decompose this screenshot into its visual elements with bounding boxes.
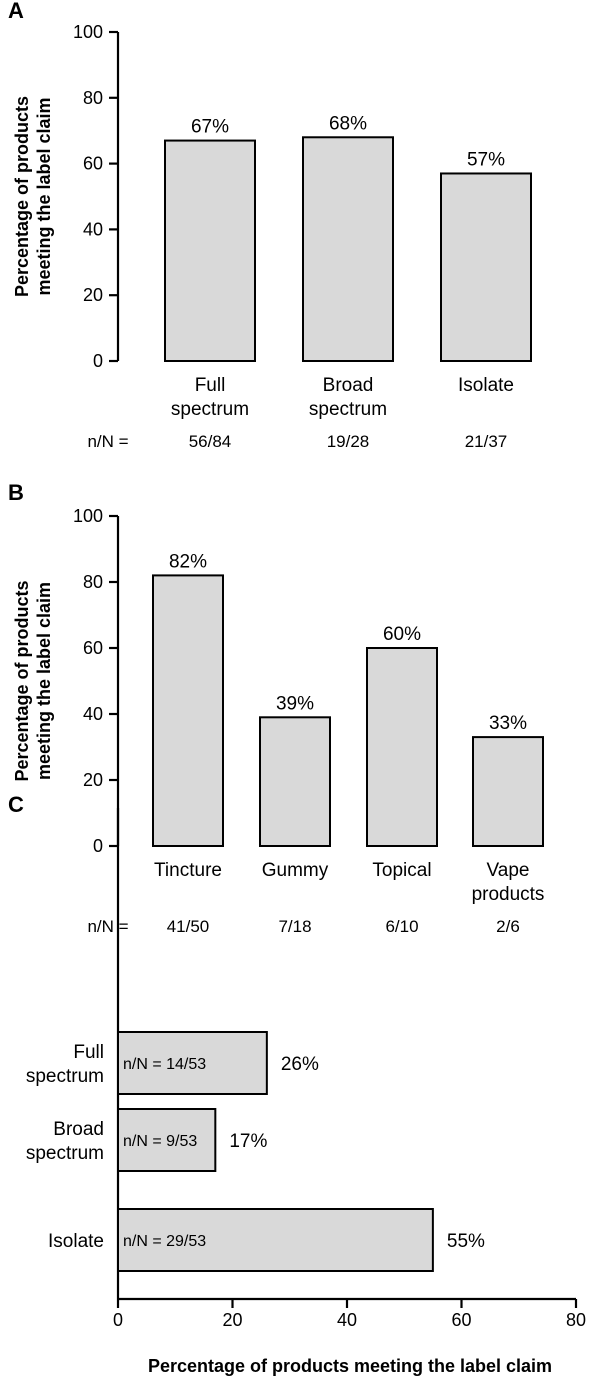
panel-letter-b: B bbox=[8, 480, 24, 505]
count-label: 41/50 bbox=[167, 917, 210, 936]
y-tick-label: 0 bbox=[93, 351, 103, 371]
y-axis-label: Percentage of products bbox=[12, 96, 32, 297]
y-tick-label: 80 bbox=[83, 88, 103, 108]
bar bbox=[164, 139, 256, 362]
bar bbox=[440, 172, 532, 362]
bar-value-label: 33% bbox=[489, 713, 527, 734]
bar bbox=[117, 1208, 434, 1272]
x-category-label: Tincture bbox=[154, 860, 222, 881]
y-category-label: Isolate bbox=[48, 1231, 104, 1252]
panel-letter-c: C bbox=[8, 792, 24, 817]
bar-value-label: 55% bbox=[447, 1231, 485, 1252]
count-row-label: n/N = bbox=[87, 432, 128, 451]
in-bar-count-label: n/N = 14/53 bbox=[123, 1056, 206, 1073]
count-label: 2/6 bbox=[496, 917, 520, 936]
y-category-label: Broad bbox=[53, 1119, 104, 1140]
bar-value-label: 57% bbox=[467, 149, 505, 170]
count-label: 6/10 bbox=[385, 917, 418, 936]
y-category-label: spectrum bbox=[26, 1066, 104, 1087]
count-label: 7/18 bbox=[278, 917, 311, 936]
y-tick-label: 20 bbox=[83, 285, 103, 305]
x-category-label: Isolate bbox=[458, 375, 514, 396]
y-tick-label: 20 bbox=[83, 770, 103, 790]
y-tick-label: 100 bbox=[73, 506, 103, 526]
y-tick-label: 40 bbox=[83, 219, 103, 239]
x-category-label: spectrum bbox=[171, 399, 249, 420]
bar-value-label: 17% bbox=[229, 1131, 267, 1152]
y-tick-label: 80 bbox=[83, 572, 103, 592]
bar bbox=[117, 1031, 268, 1095]
bar-value-label: 39% bbox=[276, 693, 314, 714]
bar-value-label: 67% bbox=[191, 117, 229, 138]
bar bbox=[366, 647, 438, 847]
bar bbox=[152, 574, 224, 848]
count-row-label: n/N = bbox=[87, 917, 128, 936]
bar-value-label: 82% bbox=[169, 551, 207, 572]
y-tick-label: 100 bbox=[73, 22, 103, 42]
y-category-label: Full bbox=[73, 1042, 104, 1063]
x-tick-label: 40 bbox=[337, 1310, 357, 1330]
bar bbox=[472, 736, 544, 847]
x-category-label: Full bbox=[195, 375, 226, 396]
bar bbox=[117, 1108, 217, 1172]
count-label: 21/37 bbox=[465, 432, 508, 451]
y-axis-label: meeting the label claim bbox=[34, 582, 54, 780]
y-tick-label: 60 bbox=[83, 154, 103, 174]
x-category-label: products bbox=[472, 884, 545, 905]
in-bar-count-label: n/N = 29/53 bbox=[123, 1233, 206, 1250]
bar bbox=[259, 716, 331, 847]
bar-value-label: 60% bbox=[383, 624, 421, 645]
bar bbox=[302, 136, 394, 362]
y-tick-label: 40 bbox=[83, 704, 103, 724]
x-tick-label: 20 bbox=[222, 1310, 242, 1330]
in-bar-count-label: n/N = 9/53 bbox=[123, 1133, 197, 1150]
x-axis-label: Percentage of products meeting the label… bbox=[148, 1356, 552, 1376]
bar-value-label: 26% bbox=[281, 1054, 319, 1075]
y-axis-label: Percentage of products bbox=[12, 580, 32, 781]
x-tick-label: 80 bbox=[566, 1310, 586, 1330]
bar-value-label: 68% bbox=[329, 113, 367, 134]
x-tick-label: 60 bbox=[451, 1310, 471, 1330]
count-label: 56/84 bbox=[189, 432, 232, 451]
panel-letter-a: A bbox=[8, 0, 24, 23]
x-tick-label: 0 bbox=[113, 1310, 123, 1330]
y-tick-label: 0 bbox=[93, 836, 103, 856]
y-category-label: spectrum bbox=[26, 1143, 104, 1164]
y-tick-label: 60 bbox=[83, 638, 103, 658]
count-label: 19/28 bbox=[327, 432, 370, 451]
x-category-label: Broad bbox=[323, 375, 374, 396]
x-category-label: spectrum bbox=[309, 399, 387, 420]
y-axis-label: meeting the label claim bbox=[34, 97, 54, 295]
x-category-label: Gummy bbox=[262, 860, 329, 881]
x-category-label: Topical bbox=[372, 860, 431, 881]
x-category-label: Vape bbox=[487, 860, 530, 881]
